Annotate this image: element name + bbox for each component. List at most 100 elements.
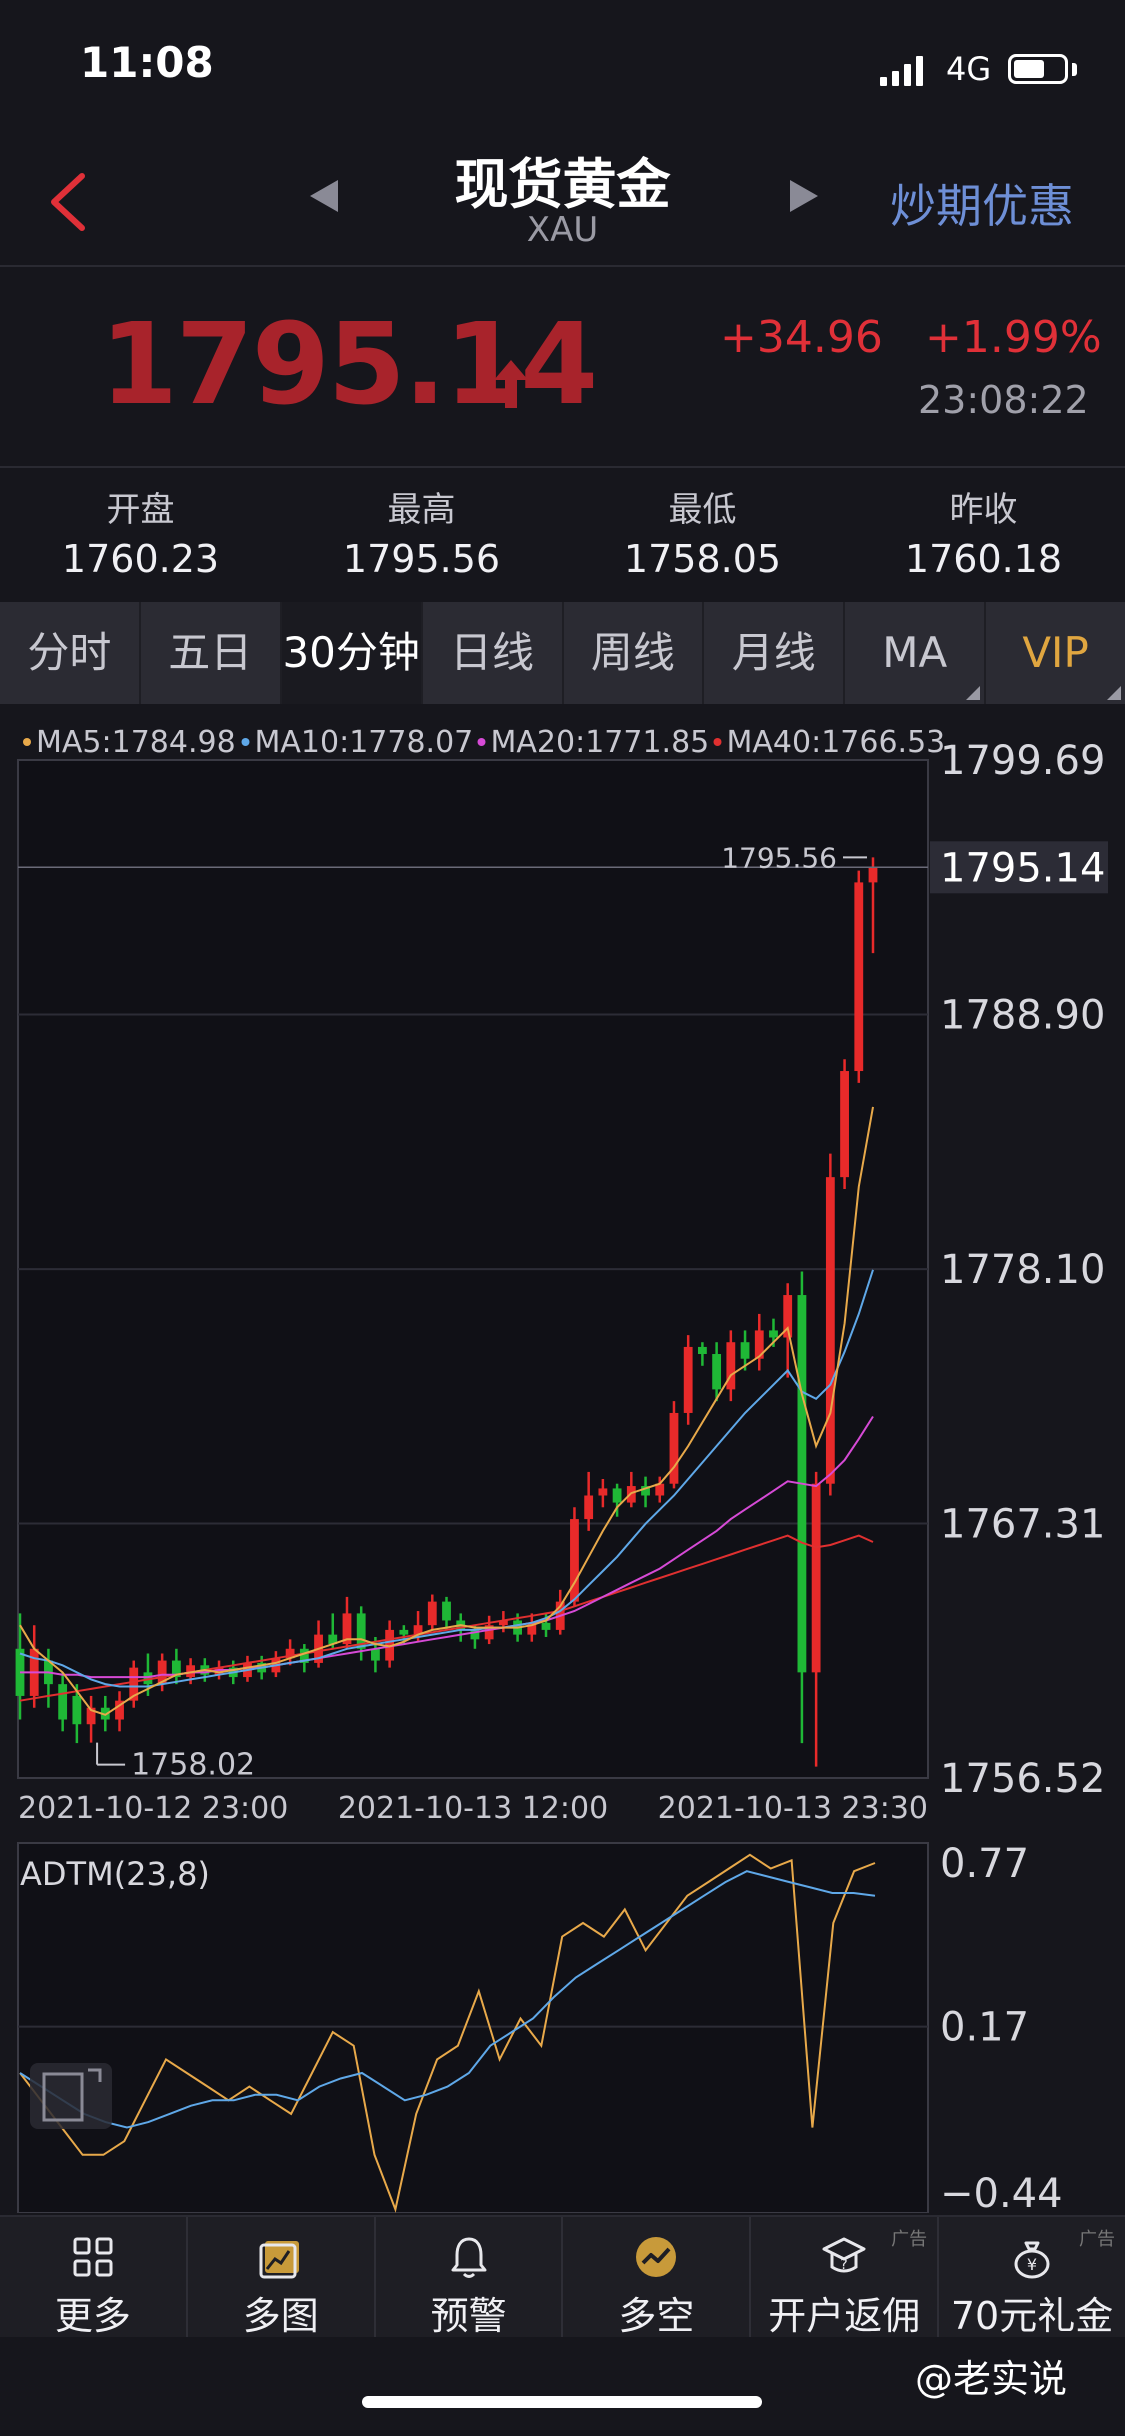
grid-icon	[73, 2237, 113, 2277]
network-label: 4G	[946, 50, 992, 88]
candle-body	[825, 1177, 835, 1484]
fullscreen-icon-bg	[30, 2063, 112, 2129]
indicator-tick-label: 0.77	[940, 1841, 1029, 1887]
svg-text:?: ?	[841, 2257, 848, 2273]
candle-body	[570, 1519, 579, 1602]
nav-multi-chart[interactable]: 多图	[188, 2217, 376, 2338]
current-price-tag-label: 1795.14	[940, 845, 1105, 891]
tab-intraday[interactable]: 分时	[0, 602, 141, 704]
candle-body	[442, 1601, 451, 1621]
watermark: @老实说	[915, 2357, 1068, 2401]
up-arrow-icon	[494, 360, 528, 412]
ma40-line	[19, 1534, 874, 1702]
candle-body	[854, 882, 864, 1072]
tab-30min[interactable]: 30分钟	[281, 602, 423, 704]
y-tick-label: 1778.10	[940, 1247, 1105, 1293]
candle-body	[328, 1634, 338, 1645]
candle-body	[342, 1613, 352, 1645]
kline-chart[interactable]: 1799.69 1788.90 1778.10 1767.31 1756.52 MA5:1…	[0, 718, 1125, 2213]
candle-body	[840, 1071, 849, 1178]
ma-legend-label: MA10:1778.07	[255, 725, 474, 760]
candle-body	[726, 1342, 736, 1390]
ma-legend-label: MA40:1766.53	[727, 725, 946, 760]
chevron-left-icon[interactable]	[48, 172, 88, 236]
candle-body	[413, 1625, 423, 1635]
high-label: 1795.56	[721, 841, 837, 874]
candle-body	[541, 1622, 551, 1630]
candle-body	[86, 1707, 96, 1725]
candle-body	[171, 1660, 181, 1678]
price-change: +34.96	[720, 312, 883, 363]
fullscreen-icon-corner	[88, 2068, 102, 2082]
candle-body	[697, 1346, 707, 1355]
stat-label: 最低	[668, 490, 737, 530]
candle-body	[58, 1684, 68, 1720]
candle-body	[740, 1342, 750, 1359]
update-time: 23:08:22	[918, 378, 1089, 422]
signal-icon	[880, 54, 932, 86]
ma-legend-label: MA20:1771.85	[491, 725, 710, 760]
stat-high: 最高 1795.56	[281, 482, 562, 581]
home-indicator[interactable]	[362, 2396, 762, 2408]
candle-body	[285, 1648, 295, 1659]
nav-alert[interactable]: 预警	[376, 2217, 564, 2338]
stat-low: 最低 1758.05	[562, 482, 843, 581]
y-tick-label: 1799.69	[940, 738, 1105, 784]
candle-body	[598, 1488, 608, 1496]
x-tick-label: 2021-10-12 23:00	[18, 1791, 288, 1826]
adtm-ma-line	[19, 1870, 876, 2129]
candle-body	[427, 1601, 437, 1626]
candle-body	[186, 1665, 196, 1678]
period-tabs: 分时 五日 30分钟 日线 周线 月线 MA VIP	[0, 602, 1125, 704]
ma-legend-dot	[23, 738, 31, 746]
fullscreen-icon	[42, 2072, 84, 2122]
tab-daily[interactable]: 日线	[423, 602, 564, 704]
adtm-line	[19, 1853, 876, 2213]
tab-vip[interactable]: VIP	[986, 602, 1125, 704]
tab-ma[interactable]: MA	[845, 602, 987, 704]
candle-body	[754, 1330, 764, 1359]
ad-tag: 广告	[891, 2229, 928, 2250]
prev-instrument-icon[interactable]	[310, 180, 338, 212]
nav-open-account[interactable]: 广告 ? 开户返佣	[751, 2217, 940, 2338]
ma-legend-label: MA5:1784.98	[36, 725, 236, 760]
stat-value: 1760.23	[61, 537, 220, 581]
nav-label: 更多	[54, 2294, 131, 2338]
nav-long-short[interactable]: 多空	[563, 2217, 752, 2338]
page-subtitle: XAU	[526, 210, 599, 250]
corner-marker	[1107, 686, 1121, 700]
svg-text:¥: ¥	[1027, 2255, 1037, 2274]
candle-body	[584, 1495, 594, 1520]
multi-chart-icon	[259, 2241, 299, 2279]
tab-five-day[interactable]: 五日	[141, 602, 282, 704]
ma5-line	[19, 1106, 874, 1716]
grad-cap-icon: ?	[822, 2237, 866, 2273]
candle-body	[214, 1667, 224, 1675]
next-instrument-icon[interactable]	[790, 180, 818, 212]
nav-label: 预警	[430, 2294, 507, 2338]
nav-more[interactable]: 更多	[0, 2217, 188, 2338]
candle-body	[612, 1488, 622, 1503]
stat-label: 开盘	[106, 490, 175, 530]
low-label: 1758.02	[131, 1748, 255, 1783]
tab-weekly[interactable]: 周线	[564, 602, 705, 704]
candle-body	[868, 867, 878, 883]
bell-icon	[451, 2237, 487, 2278]
bottom-nav: 更多 多图 预警 多空 广告 ? 开户返佣 广告	[0, 2215, 1125, 2338]
x-tick-label: 2021-10-13 23:30	[658, 1791, 928, 1826]
ma10-line	[19, 1269, 874, 1688]
stat-label: 最高	[387, 490, 456, 530]
candle-body	[143, 1672, 153, 1685]
ma-legend-dot	[241, 738, 250, 746]
candle-body	[811, 1483, 821, 1673]
candle-body	[399, 1629, 409, 1635]
nav-gift[interactable]: 广告 ¥ 70元礼金	[939, 2217, 1125, 2338]
candle-body	[669, 1412, 679, 1484]
stat-prev-close: 昨收 1760.18	[843, 482, 1124, 581]
promo-link[interactable]: 炒期优惠	[890, 179, 1074, 233]
tab-vip-label: VIP	[1022, 628, 1089, 677]
x-tick-label: 2021-10-13 12:00	[338, 1791, 608, 1826]
tab-ma-label: MA	[882, 628, 948, 677]
tab-monthly[interactable]: 月线	[704, 602, 846, 704]
candle-body	[498, 1620, 508, 1626]
